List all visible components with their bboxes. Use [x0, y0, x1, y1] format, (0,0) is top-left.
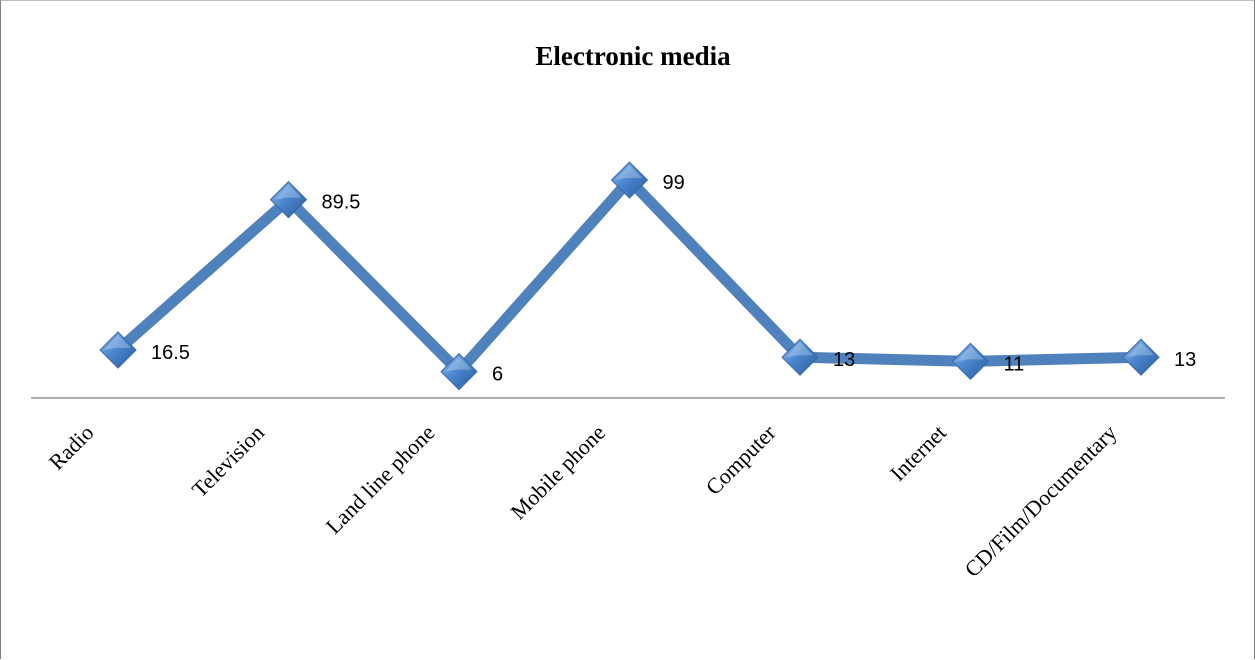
data-label: 6 [492, 364, 503, 386]
data-point-marker [781, 338, 819, 376]
data-point-marker [269, 180, 308, 219]
data-point-marker-highlight [445, 356, 472, 372]
data-label: 99 [663, 172, 685, 194]
x-tick-label: Land line phone [321, 420, 440, 539]
data-point-marker-highlight [274, 184, 302, 200]
x-tick-label: Internet [885, 420, 951, 486]
x-tick-label: Mobile phone [506, 420, 611, 525]
x-tick-layer: Radio Television Land line phone Mobile pho… [44, 419, 1122, 581]
data-point-marker-highlight [786, 342, 813, 358]
data-point-marker-highlight [956, 346, 984, 362]
data-point-marker-highlight [1127, 342, 1154, 358]
data-label: 13 [833, 349, 855, 371]
data-label: 16.5 [151, 342, 190, 364]
series-layer [114, 171, 1142, 380]
data-point-marker [951, 342, 990, 381]
chart-title: Electronic media [535, 41, 731, 71]
data-point-marker [440, 352, 478, 391]
data-point-marker [1122, 338, 1160, 376]
data-point-marker-highlight [615, 165, 643, 181]
data-label: 13 [1174, 349, 1196, 371]
data-point-marker [99, 331, 137, 369]
x-tick-label: Television [187, 420, 269, 502]
data-label: 11 [1004, 353, 1025, 375]
x-tick-label: Computer [701, 419, 781, 499]
series-line [114, 171, 1142, 380]
data-label-layer: 16.5 89.5 6 99 13 11 13 [151, 172, 1196, 386]
marker-layer [99, 161, 1160, 391]
data-point-marker [610, 161, 649, 199]
x-tick-label: Radio [44, 420, 99, 475]
data-label: 89.5 [322, 192, 361, 214]
x-tick-label: CD/Film/Documentary [960, 420, 1122, 582]
data-point-marker-highlight [104, 335, 131, 351]
